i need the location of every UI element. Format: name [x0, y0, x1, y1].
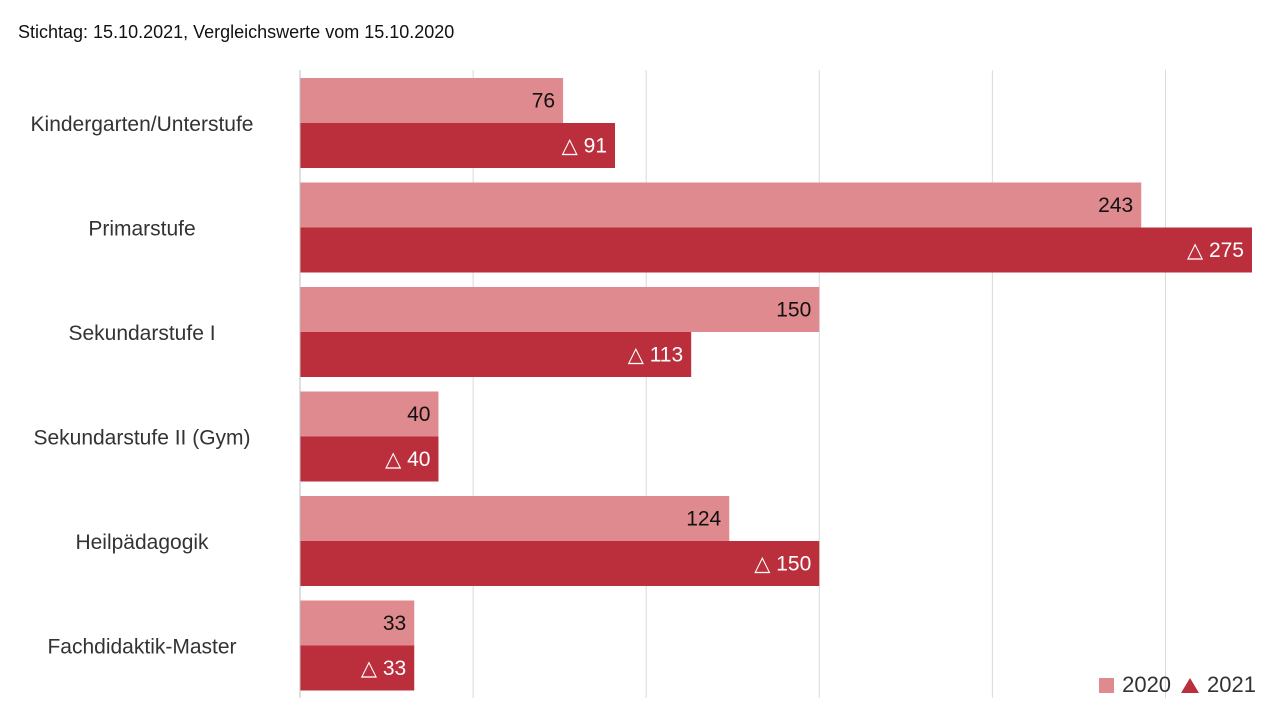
data-label-2021: △ 33: [361, 657, 406, 680]
data-label-2021: △ 91: [562, 135, 607, 158]
legend-item-2020: 2020: [1099, 672, 1171, 698]
category-label: Heilpädagogik: [75, 531, 209, 554]
data-label-2021: △ 113: [628, 344, 683, 367]
data-label-2020: 33: [383, 612, 406, 635]
category-label: Primarstufe: [88, 218, 195, 241]
data-label-2020: 243: [1098, 194, 1133, 217]
bar-2021: [300, 227, 1252, 273]
legend-swatch-2021: [1181, 677, 1200, 693]
legend-label-2021: 2021: [1207, 672, 1256, 697]
bar-2021: [300, 541, 820, 586]
bar-2020: [300, 600, 415, 646]
category-label: Fachdidaktik-Master: [47, 636, 236, 659]
bar-2020: [300, 78, 564, 123]
chart-legend: 2020 2021: [1099, 672, 1256, 698]
data-label-2020: 40: [407, 403, 430, 426]
bar-2021: [300, 436, 439, 482]
legend-swatch-2020: [1099, 677, 1115, 693]
legend-item-2021: 2021: [1181, 672, 1256, 698]
category-label: Sekundarstufe I: [68, 322, 215, 345]
data-label-2020: 76: [532, 90, 555, 113]
bar-2020: [300, 391, 439, 437]
legend-label-2020: 2020: [1122, 672, 1172, 697]
chart-subtitle: Stichtag: 15.10.2021, Vergleichswerte vo…: [18, 22, 455, 42]
data-label-2020: 124: [686, 508, 721, 531]
data-label-2020: 150: [776, 299, 811, 322]
bar-2020: [300, 287, 820, 332]
bar-2020: [300, 182, 1142, 228]
category-label: Kindergarten/Unterstufe: [31, 113, 254, 136]
bar-2021: [300, 123, 616, 168]
data-label-2021: △ 150: [754, 553, 811, 576]
bar-2021: [300, 332, 692, 377]
data-label-2021: △ 40: [385, 448, 430, 471]
category-label: Sekundarstufe II (Gym): [33, 427, 250, 450]
data-label-2021: △ 275: [1187, 239, 1244, 262]
bar-2021: [300, 645, 415, 691]
bar-2020: [300, 496, 730, 541]
